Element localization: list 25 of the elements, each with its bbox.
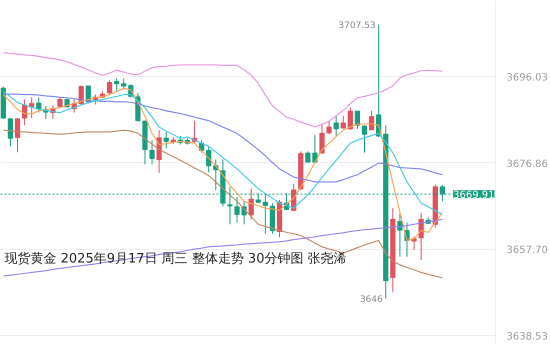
candlestick xyxy=(29,96,34,119)
candlestick xyxy=(334,115,339,138)
line-series xyxy=(2,218,443,277)
candlestick xyxy=(234,196,240,223)
line-series xyxy=(2,94,443,183)
candlestick xyxy=(106,80,112,95)
line-series xyxy=(2,90,443,215)
candlestick xyxy=(326,120,332,135)
y-tick-label: 3638.53 xyxy=(506,331,548,342)
line-series xyxy=(2,88,443,242)
y-tick-label: 3676.86 xyxy=(506,158,548,170)
candlestick xyxy=(149,140,155,165)
candlestick xyxy=(248,188,254,220)
candlestick xyxy=(418,212,424,260)
annotation: 3707.53 xyxy=(338,21,376,32)
candlestick xyxy=(156,130,162,174)
candlestick xyxy=(8,118,14,147)
candlestick xyxy=(36,96,42,114)
candlestick xyxy=(164,131,169,149)
y-tick-label: 3696.03 xyxy=(506,72,548,84)
y-tick-label: 3657.70 xyxy=(506,245,548,256)
line-series xyxy=(2,52,443,128)
candlestick xyxy=(362,124,368,154)
annotation: 3646 xyxy=(360,295,384,306)
candlestick xyxy=(14,118,20,153)
